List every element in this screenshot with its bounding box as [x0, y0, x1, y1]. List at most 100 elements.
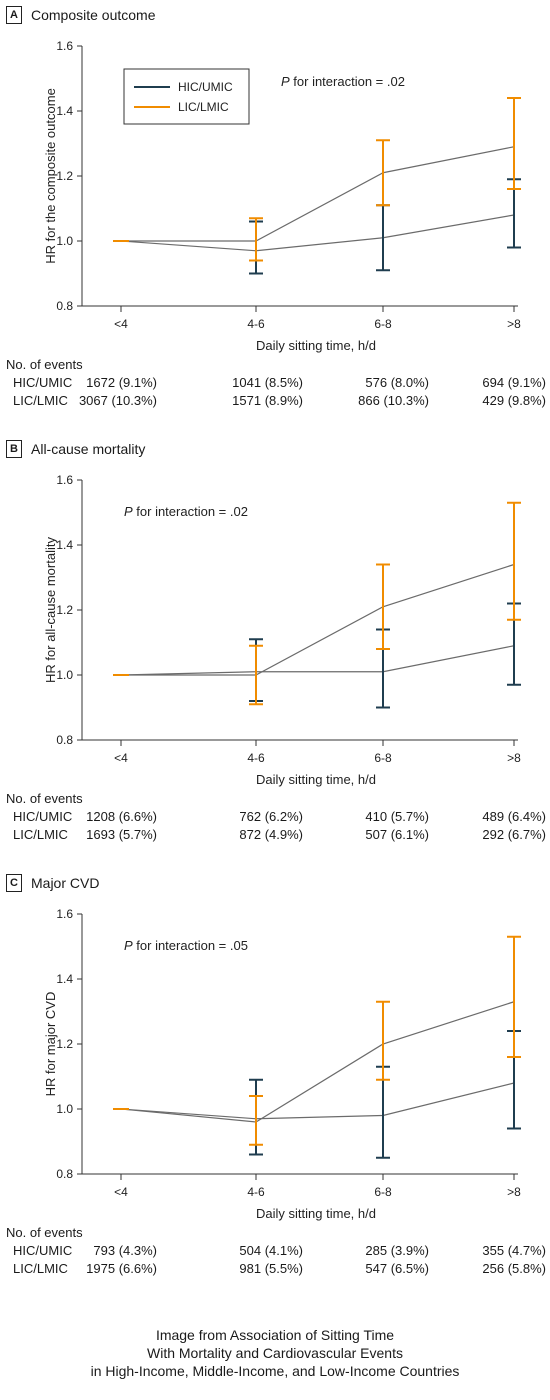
p-rest: for interaction = .02 — [290, 74, 405, 89]
x-tick-label: >8 — [507, 751, 521, 765]
y-tick-label: 1.2 — [56, 1037, 73, 1051]
p-italic: P — [124, 504, 133, 519]
legend-label-lic: LIC/LMIC — [178, 100, 229, 114]
chart-major-cvd: 0.8 1.0 1.2 1.4 1.6 <4 4-6 6-8 >8 Daily sitting t… — [43, 907, 521, 1221]
x-axis-title: Daily sitting time, h/d — [256, 1206, 376, 1221]
y-tick-label: 0.8 — [56, 299, 73, 313]
legend-label-hic: HIC/UMIC — [178, 80, 233, 94]
events-cell: 410 (5.7%) — [365, 809, 429, 824]
events-row-hic: HIC/UMIC 793 (4.3%) 504 (4.1%) 285 (3.9%… — [0, 1243, 550, 1261]
events-cell: 1208 (6.6%) — [86, 809, 157, 824]
events-row-lic: LIC/LMIC 1975 (6.6%) 981 (5.5%) 547 (6.5… — [0, 1261, 550, 1279]
events-cell: 762 (6.2%) — [239, 809, 303, 824]
panel-a: A Composite outcome 0.8 1.0 1.2 1.4 1.6 <4 4-6… — [0, 0, 550, 430]
events-cell: 292 (6.7%) — [482, 827, 546, 842]
events-cell: 981 (5.5%) — [239, 1261, 303, 1276]
events-row-label: HIC/UMIC — [13, 375, 73, 390]
events-title: No. of events — [6, 791, 83, 806]
y-tick-label: 1.4 — [56, 104, 73, 118]
series-line-lic — [121, 146, 515, 242]
chart-composite-outcome: 0.8 1.0 1.2 1.4 1.6 <4 4-6 6-8 >8 Daily sitting t… — [43, 39, 521, 353]
x-tick-label: >8 — [507, 1185, 521, 1199]
y-tick-label: 1.6 — [56, 907, 73, 921]
x-tick-label: 4-6 — [247, 317, 265, 331]
events-row-hic: HIC/UMIC 1672 (9.1%) 1041 (8.5%) 576 (8.… — [0, 375, 550, 393]
events-cell: 355 (4.7%) — [482, 1243, 546, 1258]
y-axis-title: HR for the composite outcome — [43, 88, 58, 264]
events-cell: 576 (8.0%) — [365, 375, 429, 390]
events-cell: 489 (6.4%) — [482, 809, 546, 824]
events-cell: 1672 (9.1%) — [86, 375, 157, 390]
series-line-hic — [120, 214, 515, 252]
chart-all-cause-mortality: 0.8 1.0 1.2 1.4 1.6 <4 4-6 6-8 >8 Daily sitting t… — [43, 473, 521, 787]
x-tick-label: 4-6 — [247, 1185, 265, 1199]
series-line-hic — [120, 645, 515, 676]
caption-line: Image from Association of Sitting Time — [155, 1327, 395, 1343]
panel-letter: A — [6, 6, 22, 24]
events-row-label: HIC/UMIC — [13, 1243, 73, 1258]
p-italic: P — [281, 74, 290, 89]
y-tick-label: 0.8 — [56, 733, 73, 747]
x-tick-label: 4-6 — [247, 751, 265, 765]
y-tick-label: 0.8 — [56, 1167, 73, 1181]
events-cell: 694 (9.1%) — [482, 375, 546, 390]
panel-letter: B — [6, 440, 22, 458]
x-axis-title: Daily sitting time, h/d — [256, 338, 376, 353]
panel-name: All-cause mortality — [31, 441, 146, 457]
series-line-lic — [120, 1001, 515, 1123]
panel-title: A Composite outcome — [6, 4, 156, 26]
events-cell: 872 (4.9%) — [239, 827, 303, 842]
events-row-label: HIC/UMIC — [13, 809, 73, 824]
events-cell: 285 (3.9%) — [365, 1243, 429, 1258]
x-tick-label: 6-8 — [374, 751, 392, 765]
panel-title: B All-cause mortality — [6, 438, 145, 460]
events-cell: 1041 (8.5%) — [232, 375, 303, 390]
p-italic: P — [124, 938, 133, 953]
events-row-label: LIC/LMIC — [13, 393, 68, 408]
y-tick-label: 1.4 — [56, 972, 73, 986]
panel-letter: C — [6, 874, 22, 892]
events-cell: 866 (10.3%) — [358, 393, 429, 408]
caption-line: in High-Income, Middle-Income, and Low-I… — [90, 1363, 460, 1379]
events-cell: 1571 (8.9%) — [232, 393, 303, 408]
caption-line: With Mortality and Cardiovascular Events — [147, 1345, 403, 1361]
events-cell: 507 (6.1%) — [365, 827, 429, 842]
events-row-label: LIC/LMIC — [13, 827, 68, 842]
y-axis-title: HR for all-cause mortality — [43, 537, 58, 683]
p-rest: for interaction = .05 — [133, 938, 248, 953]
panel-name: Major CVD — [31, 875, 100, 891]
x-tick-label: >8 — [507, 317, 521, 331]
p-rest: for interaction = .02 — [133, 504, 248, 519]
events-row-hic: HIC/UMIC 1208 (6.6%) 762 (6.2%) 410 (5.7… — [0, 809, 550, 827]
events-cell: 1975 (6.6%) — [86, 1261, 157, 1276]
x-tick-label: 6-8 — [374, 1185, 392, 1199]
panel-c: C Major CVD 0.8 1.0 1.2 1.4 1.6 <4 4-6 6-8 >8 Dai… — [0, 868, 550, 1298]
y-tick-label: 1.0 — [56, 668, 73, 682]
events-title: No. of events — [6, 357, 83, 372]
y-axis-title: HR for major CVD — [43, 992, 58, 1097]
events-cell: 793 (4.3%) — [93, 1243, 157, 1258]
y-tick-label: 1.2 — [56, 603, 73, 617]
y-tick-label: 1.6 — [56, 473, 73, 487]
y-tick-label: 1.0 — [56, 1102, 73, 1116]
x-tick-label: 6-8 — [374, 317, 392, 331]
events-cell: 547 (6.5%) — [365, 1261, 429, 1276]
y-tick-label: 1.0 — [56, 234, 73, 248]
panel-name: Composite outcome — [31, 7, 156, 23]
events-cell: 504 (4.1%) — [239, 1243, 303, 1258]
y-tick-label: 1.6 — [56, 39, 73, 53]
y-tick-label: 1.4 — [56, 538, 73, 552]
events-cell: 256 (5.8%) — [482, 1261, 546, 1276]
events-cell: 1693 (5.7%) — [86, 827, 157, 842]
events-row-lic: LIC/LMIC 3067 (10.3%) 1571 (8.9%) 866 (1… — [0, 393, 550, 411]
figure-caption: Image from Association of Sitting Time W… — [0, 1326, 550, 1380]
p-interaction-label: P for interaction = .02 — [281, 74, 405, 89]
panel-title: C Major CVD — [6, 872, 99, 894]
events-row-lic: LIC/LMIC 1693 (5.7%) 872 (4.9%) 507 (6.1… — [0, 827, 550, 845]
x-tick-label: <4 — [114, 751, 128, 765]
p-interaction-label: P for interaction = .02 — [124, 504, 248, 519]
x-tick-label: <4 — [114, 1185, 128, 1199]
x-tick-label: <4 — [114, 317, 128, 331]
x-axis-title: Daily sitting time, h/d — [256, 772, 376, 787]
panel-b: B All-cause mortality 0.8 1.0 1.2 1.4 1.6 <4 4… — [0, 434, 550, 864]
